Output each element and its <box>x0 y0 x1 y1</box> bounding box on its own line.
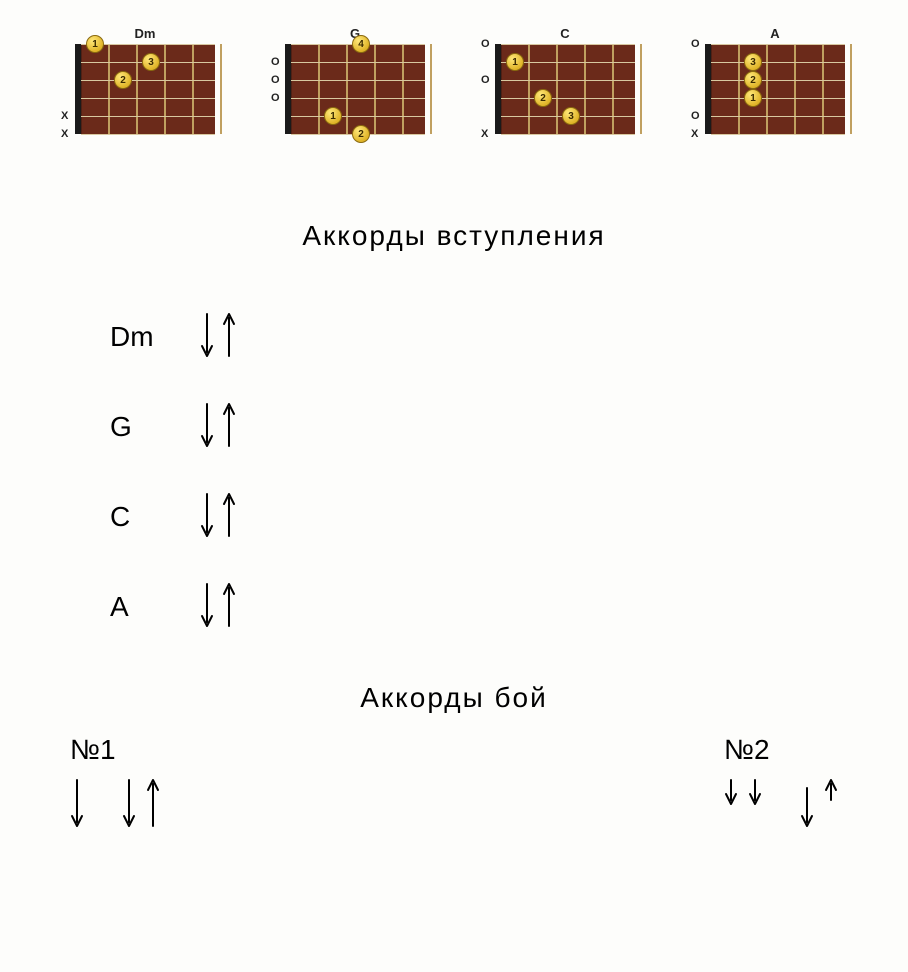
strum-arrow <box>200 402 214 453</box>
strum-pattern-label: №1 <box>70 734 116 766</box>
strum-arrow <box>748 778 762 811</box>
arrow-down-icon <box>748 778 762 806</box>
muted-string-mark: X <box>481 128 488 140</box>
finger-dot: 4 <box>352 35 370 53</box>
chord-diagram-g: G412OOO <box>285 30 425 140</box>
chord-diagram-row: Dm132XXG412OOOC123OOXA321OOX <box>0 0 908 140</box>
intro-row: Dm <box>110 292 908 382</box>
strum-arrow <box>200 582 214 633</box>
fretboard: 321 <box>705 44 845 134</box>
finger-dot: 2 <box>744 71 762 89</box>
chord-diagram-c: C123OOX <box>495 30 635 140</box>
arrow-down-icon <box>200 492 214 538</box>
arrow-up-icon <box>222 582 236 628</box>
intro-row: A <box>110 562 908 652</box>
finger-dot: 1 <box>744 89 762 107</box>
chord-diagram-a: A321OOX <box>705 30 845 140</box>
intro-chord-list: Dm G C A <box>0 292 908 652</box>
arrow-down-icon <box>200 402 214 448</box>
fretboard: 123 <box>495 44 635 134</box>
arrow-down-icon <box>800 786 814 828</box>
section-title-intro: Аккорды вступления <box>0 220 908 252</box>
open-string-mark: O <box>691 110 700 122</box>
intro-chord-label: C <box>110 501 200 533</box>
open-string-mark: O <box>481 74 490 86</box>
arrow-down-icon <box>70 778 84 828</box>
arrow-up-icon <box>824 778 838 802</box>
finger-dot: 2 <box>114 71 132 89</box>
chord-label: C <box>560 26 569 41</box>
chord-diagram-dm: Dm132XX <box>75 30 215 140</box>
open-string-mark: O <box>481 38 490 50</box>
strum-arrow <box>70 778 84 833</box>
arrow-down-icon <box>200 582 214 628</box>
strum-arrow <box>122 778 136 833</box>
intro-chord-label: G <box>110 411 200 443</box>
muted-string-mark: X <box>61 128 68 140</box>
strum-arrow <box>800 786 814 833</box>
finger-dot: 3 <box>142 53 160 71</box>
finger-dot: 3 <box>744 53 762 71</box>
arrow-up-icon <box>222 402 236 448</box>
strum-arrows <box>724 778 838 848</box>
finger-dot: 2 <box>352 125 370 143</box>
strum-arrow <box>222 492 236 543</box>
strum-arrows <box>70 778 160 848</box>
strum-arrow <box>200 492 214 543</box>
chord-label: Dm <box>135 26 156 41</box>
arrow-group <box>200 492 236 543</box>
open-string-mark: O <box>271 92 280 104</box>
section-title-strum: Аккорды бой <box>0 682 908 714</box>
strum-arrow <box>200 312 214 363</box>
open-string-mark: O <box>691 38 700 50</box>
strum-arrow <box>146 778 160 833</box>
arrow-group <box>200 582 236 633</box>
fretboard: 412 <box>285 44 425 134</box>
strum-arrow <box>222 312 236 363</box>
arrow-group <box>200 402 236 453</box>
strum-pattern-label: №2 <box>724 734 770 766</box>
strum-arrow <box>222 402 236 453</box>
finger-dot: 3 <box>562 107 580 125</box>
arrow-up-icon <box>146 778 160 828</box>
open-string-mark: O <box>271 56 280 68</box>
open-string-mark: O <box>271 74 280 86</box>
arrow-down-icon <box>724 778 738 806</box>
strum-arrow <box>222 582 236 633</box>
arrow-up-icon <box>222 312 236 358</box>
fretboard: 132 <box>75 44 215 134</box>
finger-dot: 1 <box>86 35 104 53</box>
intro-row: C <box>110 472 908 562</box>
chord-label: A <box>770 26 779 41</box>
strum-pattern-row: №1 №2 <box>0 734 908 848</box>
strum-arrow <box>824 778 838 807</box>
arrow-down-icon <box>200 312 214 358</box>
strum-pattern: №2 <box>724 734 838 848</box>
arrow-up-icon <box>222 492 236 538</box>
intro-chord-label: A <box>110 591 200 623</box>
strum-pattern: №1 <box>70 734 160 848</box>
finger-dot: 1 <box>324 107 342 125</box>
muted-string-mark: X <box>691 128 698 140</box>
intro-chord-label: Dm <box>110 321 200 353</box>
arrow-group <box>200 312 236 363</box>
muted-string-mark: X <box>61 110 68 122</box>
finger-dot: 2 <box>534 89 552 107</box>
arrow-down-icon <box>122 778 136 828</box>
intro-row: G <box>110 382 908 472</box>
finger-dot: 1 <box>506 53 524 71</box>
strum-arrow <box>724 778 738 811</box>
